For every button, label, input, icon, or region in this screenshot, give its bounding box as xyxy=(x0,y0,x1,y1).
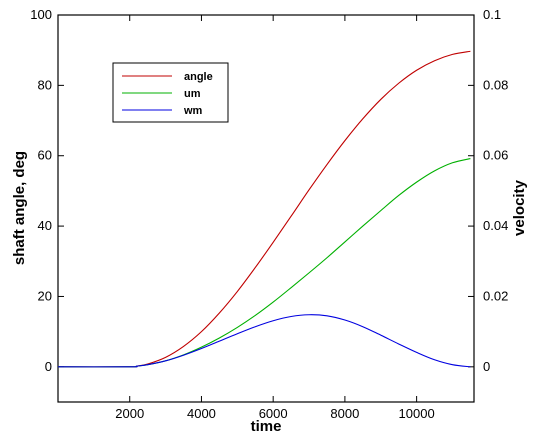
plot-frame xyxy=(57,14,475,403)
y2-axis-title: velocity xyxy=(511,179,528,236)
y2-tick-label: 0.06 xyxy=(483,148,508,163)
y-tick-label: 0 xyxy=(45,359,52,374)
y2-tick-label: 0.04 xyxy=(483,218,508,233)
series-layer xyxy=(57,50,471,368)
legend-label-um: um xyxy=(184,88,201,100)
y2-tick-label: 0 xyxy=(483,359,490,374)
ticks-layer: 2000 4000 6000 8000 10000 0 20 40 60 80 100 0 0.02 0.… xyxy=(30,7,508,421)
series-line-wm xyxy=(57,314,471,368)
y2-tick-label: 0.02 xyxy=(483,288,508,303)
legend: angle um wm xyxy=(112,62,229,123)
series-line-angle xyxy=(57,50,471,368)
y2-tick-label: 0.1 xyxy=(483,7,501,22)
x-axis-title: time xyxy=(251,418,282,435)
y-axis-title: shaft angle, deg xyxy=(11,151,28,265)
x-tick-label: 8000 xyxy=(330,406,359,421)
legend-label-angle: angle xyxy=(184,71,213,83)
x-tick-label: 10000 xyxy=(399,406,435,421)
x-tick-label: 6000 xyxy=(259,406,288,421)
y-tick-label: 20 xyxy=(38,288,52,303)
series-line-um xyxy=(57,158,471,368)
y-tick-label: 100 xyxy=(30,7,52,22)
x-tick-label: 4000 xyxy=(187,406,216,421)
legend-label-wm: wm xyxy=(183,105,203,117)
y2-tick-label: 0.08 xyxy=(483,77,508,92)
y-tick-label: 80 xyxy=(38,77,52,92)
y-tick-label: 40 xyxy=(38,218,52,233)
x-tick-label: 2000 xyxy=(115,406,144,421)
y-tick-label: 60 xyxy=(38,148,52,163)
